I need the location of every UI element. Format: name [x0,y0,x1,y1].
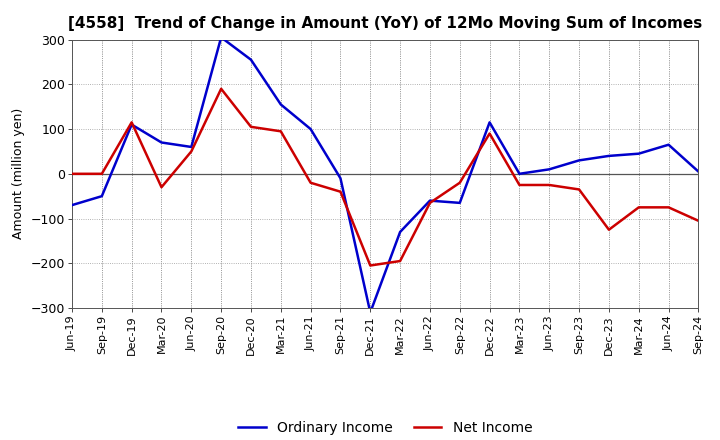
Ordinary Income [545,167,554,172]
Net Income [306,180,315,185]
Ordinary Income [127,122,136,127]
Net Income [665,205,673,210]
Ordinary Income [456,200,464,205]
Net Income [456,180,464,185]
Ordinary Income [247,57,256,62]
Ordinary Income [485,120,494,125]
Ordinary Income [306,126,315,132]
Ordinary Income [97,194,106,199]
Net Income [366,263,374,268]
Net Income [545,182,554,187]
Net Income [247,124,256,129]
Ordinary Income [665,142,673,147]
Net Income [127,120,136,125]
Ordinary Income [396,229,405,235]
Net Income [97,171,106,176]
Ordinary Income [68,202,76,208]
Net Income [217,86,225,92]
Net Income [605,227,613,232]
Ordinary Income [426,198,434,203]
Ordinary Income [276,102,285,107]
Net Income [157,185,166,190]
Net Income [336,189,345,194]
Ordinary Income [157,140,166,145]
Net Income [515,182,523,187]
Net Income [68,171,76,176]
Net Income [634,205,643,210]
Ordinary Income [515,171,523,176]
Net Income [694,218,703,224]
Y-axis label: Amount (million yen): Amount (million yen) [12,108,25,239]
Ordinary Income [575,158,583,163]
Net Income [187,149,196,154]
Net Income [426,200,434,205]
Line: Ordinary Income: Ordinary Income [72,37,698,312]
Ordinary Income [336,176,345,181]
Net Income [396,258,405,264]
Net Income [575,187,583,192]
Ordinary Income [217,35,225,40]
Ordinary Income [605,153,613,158]
Line: Net Income: Net Income [72,89,698,265]
Ordinary Income [694,169,703,174]
Title: [4558]  Trend of Change in Amount (YoY) of 12Mo Moving Sum of Incomes: [4558] Trend of Change in Amount (YoY) o… [68,16,702,32]
Ordinary Income [634,151,643,156]
Net Income [276,128,285,134]
Legend: Ordinary Income, Net Income: Ordinary Income, Net Income [233,415,538,440]
Ordinary Income [187,144,196,150]
Ordinary Income [366,310,374,315]
Net Income [485,131,494,136]
